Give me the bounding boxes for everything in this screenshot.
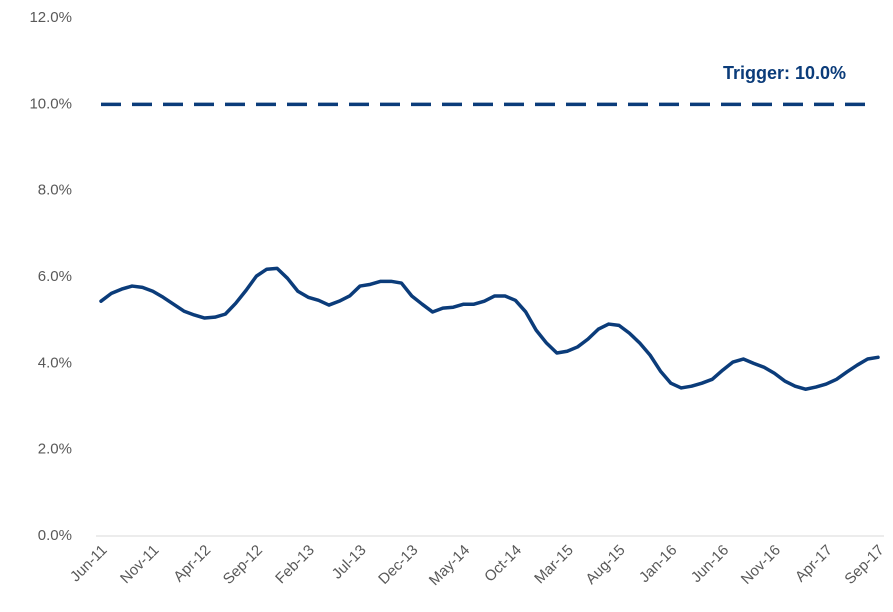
y-tick-label: 2.0% bbox=[38, 441, 72, 458]
x-tick-label: Nov-16 bbox=[738, 542, 784, 588]
trigger-label: Trigger: 10.0% bbox=[723, 63, 846, 83]
y-tick-label: 8.0% bbox=[38, 182, 72, 199]
x-tick-label: May-14 bbox=[426, 542, 473, 589]
x-tick-label: Apr-17 bbox=[792, 542, 836, 586]
x-tick-label: Nov-11 bbox=[117, 542, 162, 587]
x-tick-label: Apr-12 bbox=[170, 542, 214, 586]
x-tick-label: Aug-15 bbox=[582, 542, 628, 588]
x-tick-label: Jul-13 bbox=[329, 542, 370, 583]
y-tick-label: 6.0% bbox=[38, 268, 72, 285]
x-tick-label: Jun-11 bbox=[67, 542, 111, 586]
x-tick-label: Mar-15 bbox=[531, 542, 577, 588]
x-tick-label: Feb-13 bbox=[272, 542, 318, 588]
y-tick-label: 10.0% bbox=[29, 95, 72, 112]
y-tick-label: 12.0% bbox=[29, 9, 72, 26]
x-tick-label: Dec-13 bbox=[375, 542, 421, 588]
x-tick-label: Jun-16 bbox=[688, 542, 732, 586]
x-tick-label: Oct-14 bbox=[481, 542, 525, 586]
x-tick-label: Jan-16 bbox=[636, 542, 680, 586]
x-tick-label: Sep-12 bbox=[220, 542, 266, 588]
y-tick-label: 0.0% bbox=[38, 527, 72, 544]
x-tick-label: Sep-17 bbox=[841, 542, 887, 588]
data-line bbox=[99, 266, 880, 391]
y-tick-label: 4.0% bbox=[38, 354, 72, 371]
